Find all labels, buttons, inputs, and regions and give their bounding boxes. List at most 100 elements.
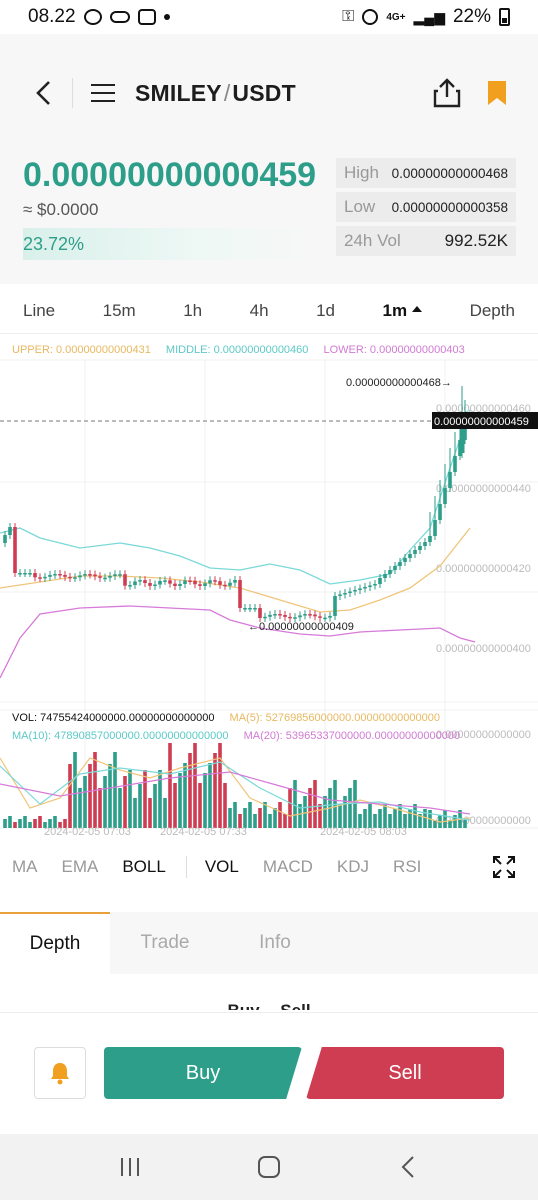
tab-ema[interactable]: EMA: [61, 857, 99, 876]
candle-body: [268, 614, 272, 617]
volume-bar: [8, 816, 12, 828]
tab-rsi[interactable]: RSI: [393, 857, 422, 876]
candle-body: [328, 615, 332, 618]
bookmark-icon: [488, 81, 506, 105]
battery-icon: [499, 8, 510, 26]
vol-label: VOL: 74755424000000.00000000000000: [12, 712, 215, 724]
candle-body: [88, 574, 92, 576]
volume-bar: [413, 804, 417, 828]
notification-dot-icon: [163, 14, 170, 20]
volume-ma5-line: [0, 757, 471, 823]
header: SMILEY/USDT: [0, 34, 538, 152]
volume-y-tick-label: 0.00000000000000: [436, 729, 531, 741]
max-price-label: 0.00000000000468→: [346, 377, 452, 389]
candle-body: [173, 583, 177, 586]
volume-bar: [403, 814, 407, 828]
volume-bar: [463, 820, 467, 828]
status-time: 08.22: [28, 6, 76, 27]
share-button[interactable]: [430, 73, 464, 113]
tab-15m[interactable]: 15m: [102, 300, 136, 320]
recents-button[interactable]: [110, 1147, 150, 1187]
tab-1h[interactable]: 1h: [183, 300, 203, 320]
y-tick-label: 0.00000000000400: [436, 643, 531, 655]
volume-bar: [118, 788, 122, 828]
menu-button[interactable]: [91, 73, 119, 113]
volume-bar: [248, 802, 252, 828]
volume-stat: 24h Vol 992.52K: [336, 226, 516, 256]
volume-bar: [388, 814, 392, 828]
bottom-tabs: Depth Trade Info: [0, 912, 538, 974]
tab-1m[interactable]: 1m: [382, 301, 422, 321]
depth-header-peek: Buy Sell: [0, 996, 538, 1010]
tab-trade-panel[interactable]: Trade: [140, 932, 190, 953]
volume-bar: [343, 796, 347, 828]
candle-body: [53, 574, 57, 576]
volume-bar: [148, 798, 152, 828]
buy-button[interactable]: Buy: [104, 1047, 302, 1099]
system-back-button[interactable]: [388, 1147, 428, 1187]
candle-body: [13, 527, 17, 573]
volume-bar: [263, 802, 267, 828]
candle-body: [123, 574, 127, 586]
pair-title[interactable]: SMILEY/USDT: [135, 80, 296, 107]
candle-body: [448, 472, 452, 488]
bell-icon: [51, 1063, 69, 1085]
volume-bar: [23, 816, 27, 828]
volume-bar: [433, 820, 437, 828]
volume-bar: [228, 808, 232, 828]
menu-line: [91, 92, 115, 94]
share-icon: [433, 78, 461, 108]
candle-body: [443, 488, 447, 504]
volume-bar: [233, 802, 237, 828]
fullscreen-icon[interactable]: [492, 855, 516, 879]
shopping-bag-icon: [137, 9, 156, 25]
volume-bar: [278, 802, 282, 828]
candle-body: [368, 585, 372, 587]
volume-bar: [83, 776, 87, 828]
volume-bar: [423, 809, 427, 828]
volume-bar: [293, 780, 297, 828]
tab-line[interactable]: Line: [23, 300, 56, 320]
candle-body: [178, 583, 182, 586]
price-chart[interactable]: UPPER: 0.00000000000431 MIDDLE: 0.000000…: [0, 338, 538, 840]
candlestick-chart: 0.000000000004600.000000000004400.000000…: [0, 359, 538, 838]
x-tick-label: 2024-02-05 08:03: [320, 826, 407, 838]
tab-macd[interactable]: MACD: [262, 857, 313, 876]
candle-body: [133, 581, 137, 586]
sell-button[interactable]: Sell: [306, 1047, 504, 1099]
volume-value: 992.52K: [444, 231, 508, 250]
tab-1d[interactable]: 1d: [316, 300, 335, 320]
tab-vol[interactable]: VOL: [204, 857, 239, 876]
current-price-tag-text: 0.00000000000459: [434, 416, 529, 428]
candle-body: [453, 456, 457, 472]
volume-bar: [313, 780, 317, 828]
tab-depth-panel[interactable]: Depth: [0, 912, 110, 974]
tab-ma[interactable]: MA: [12, 857, 38, 876]
candle-body: [348, 591, 352, 593]
low-stat: Low 0.00000000000358: [336, 192, 516, 222]
tab-4h[interactable]: 4h: [249, 300, 269, 320]
bookmark-button[interactable]: [484, 73, 510, 113]
min-price-label: ←0.00000000000409: [248, 621, 354, 633]
volume-bar: [53, 816, 57, 828]
back-button[interactable]: [28, 73, 58, 113]
tab-boll[interactable]: BOLL: [122, 857, 166, 876]
tab-kdj[interactable]: KDJ: [336, 857, 370, 876]
tab-info-panel[interactable]: Info: [259, 932, 291, 953]
tab-depth[interactable]: Depth: [469, 300, 515, 320]
volume-bar: [188, 753, 192, 828]
candle-body: [168, 580, 172, 584]
volume-bar: [308, 788, 312, 828]
candle-body: [158, 580, 162, 585]
candle-body: [93, 574, 97, 577]
alert-button[interactable]: [34, 1047, 86, 1099]
home-button[interactable]: [249, 1147, 289, 1187]
volume-bar: [88, 764, 92, 828]
candle-body: [118, 574, 122, 576]
candle-body: [463, 424, 467, 440]
candle-body: [63, 574, 67, 577]
volume-bar: [373, 814, 377, 828]
candle-body: [138, 580, 142, 582]
ma20-label: MA(20): 53965337000000.00000000000000: [243, 730, 461, 742]
candle-body: [273, 614, 277, 616]
